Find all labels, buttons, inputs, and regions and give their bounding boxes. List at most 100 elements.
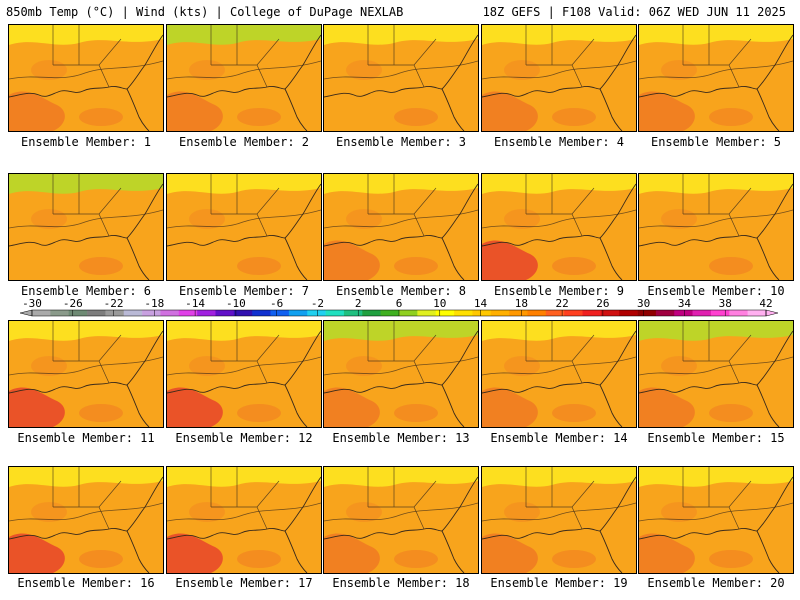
warm-temp-region [324, 91, 380, 131]
temperature-contour [639, 356, 793, 376]
ensemble-map-panel [481, 466, 637, 574]
warm-temp-region [324, 387, 380, 427]
temperature-map [167, 174, 321, 280]
ensemble-member-label: Ensemble Member: 7 [178, 284, 310, 298]
colorbar-swatch [637, 310, 657, 316]
ensemble-member-label: Ensemble Member: 1 [20, 135, 152, 149]
coastline [9, 382, 150, 427]
temperature-map [482, 321, 636, 427]
ensemble-member-label: Ensemble Member: 10 [647, 284, 785, 298]
cool-temp-region [167, 25, 321, 45]
colorbar-swatch [380, 310, 400, 316]
ensemble-map-panel [166, 173, 322, 281]
ensemble-member-label: Ensemble Member: 18 [332, 576, 470, 590]
coastline [167, 86, 308, 131]
temperature-map [324, 467, 478, 573]
colorbar-tick-label: 10 [433, 297, 446, 310]
ensemble-map-panel [638, 320, 794, 428]
warm-temp-region [639, 387, 695, 427]
cool-temp-region [9, 321, 163, 341]
state-boundary [682, 174, 752, 237]
ensemble-member-label: Ensemble Member: 5 [650, 135, 782, 149]
cool-temp-region [639, 174, 793, 194]
cool-temp-region [9, 25, 163, 45]
colorbar-swatch [582, 310, 602, 316]
colorbar-tick-label: -26 [63, 297, 83, 310]
ensemble-map-panel [8, 466, 164, 574]
temperature-contour [324, 60, 478, 80]
temperature-map [9, 321, 163, 427]
temperature-map [324, 321, 478, 427]
ensemble-member-label: Ensemble Member: 2 [178, 135, 310, 149]
temperature-map [324, 174, 478, 280]
colorbar-swatch [655, 310, 675, 316]
ensemble-map-panel [481, 320, 637, 428]
colorbar-tick-label: 34 [678, 297, 692, 310]
warm-temp-region [482, 387, 538, 427]
colorbar-swatch [32, 310, 51, 316]
ensemble-map-panel [323, 320, 479, 428]
cool-temp-region [167, 467, 321, 487]
ensemble-member-label: Ensemble Member: 15 [647, 431, 785, 445]
warm-temp-region [552, 404, 596, 422]
cool-temp-region [482, 25, 636, 45]
colorbar-tick-label: 2 [355, 297, 362, 310]
map-title: 850mb Temp (°C) | Wind (kts) | College o… [6, 5, 404, 19]
warm-temp-region [167, 533, 223, 573]
ensemble-member-label: Ensemble Member: 11 [17, 431, 155, 445]
temperature-contour [9, 60, 163, 80]
ensemble-member-label: Ensemble Member: 13 [332, 431, 470, 445]
temperature-contour [167, 502, 321, 522]
colorbar-swatch [545, 310, 565, 316]
colorbar-swatch [252, 310, 271, 316]
temperature-contour [639, 502, 793, 522]
ensemble-member-label: Ensemble Member: 16 [17, 576, 155, 590]
state-boundary [367, 321, 437, 384]
cool-temp-region [167, 174, 321, 194]
state-boundary [52, 467, 122, 530]
temperature-map [9, 174, 163, 280]
coastline [9, 528, 150, 573]
ensemble-map-panel [638, 173, 794, 281]
colorbar-swatch [178, 310, 198, 316]
temperature-colorbar: -30 -26 -22 -18 -14 -10 -6 -2 2 6 10 14 18 22 26 30 34 38… [0, 296, 800, 320]
colorbar-min-arrow [19, 309, 33, 317]
colorbar-tick-label: 18 [515, 297, 528, 310]
warm-temp-region [167, 91, 223, 131]
colorbar-swatch [490, 310, 510, 316]
warm-temp-region [79, 404, 123, 422]
state-boundary [210, 467, 280, 530]
warm-temp-region [482, 240, 538, 280]
colorbar-swatch [270, 310, 290, 316]
warm-temp-region [237, 404, 281, 422]
ensemble-map-panel [323, 173, 479, 281]
warm-temp-region [639, 533, 695, 573]
coastline [639, 235, 780, 280]
cool-temp-region [324, 321, 478, 341]
state-boundary [682, 321, 752, 384]
temperature-contour [639, 60, 793, 80]
ensemble-member-label: Ensemble Member: 9 [493, 284, 625, 298]
colorbar-swatch [160, 310, 180, 316]
colorbar-tick-label: 22 [555, 297, 568, 310]
warm-temp-region [237, 550, 281, 568]
temperature-map [639, 174, 793, 280]
colorbar-swatch [123, 310, 143, 316]
warm-temp-region [9, 240, 65, 280]
coastline [324, 86, 465, 131]
warm-temp-region [482, 533, 538, 573]
cool-temp-region [639, 467, 793, 487]
warm-temp-region [324, 533, 380, 573]
cool-temp-region [482, 467, 636, 487]
state-boundary [367, 25, 437, 88]
temperature-contour [324, 356, 478, 376]
warm-temp-region [9, 533, 65, 573]
ensemble-member-label: Ensemble Member: 12 [175, 431, 313, 445]
coastline [482, 235, 623, 280]
colorbar-swatch [417, 310, 436, 316]
colorbar-swatch [600, 310, 620, 316]
temperature-map [639, 25, 793, 131]
ensemble-member-label: Ensemble Member: 19 [490, 576, 628, 590]
cool-temp-region [167, 321, 321, 341]
ensemble-map-panel [481, 173, 637, 281]
